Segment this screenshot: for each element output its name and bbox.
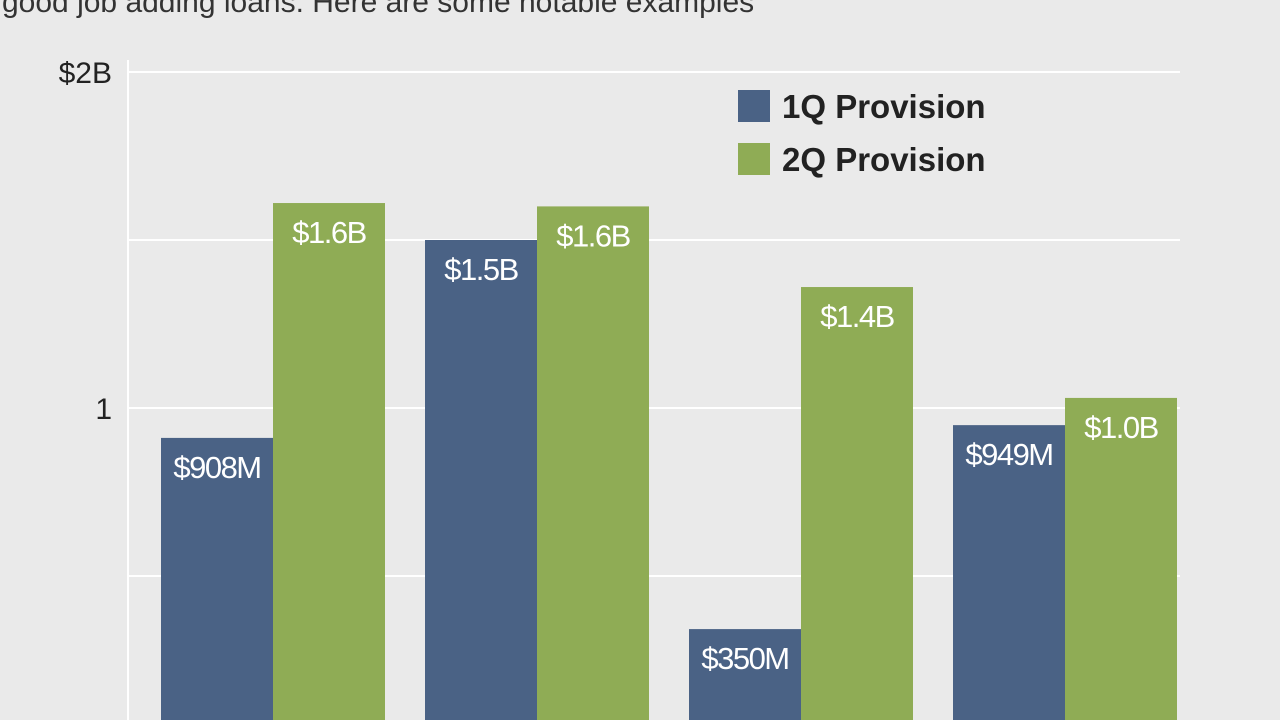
bar [161, 437, 273, 720]
chart-subtitle: good job adding loans. Here are some not… [2, 0, 754, 19]
bar [801, 287, 913, 720]
legend-label: 1Q Provision [782, 88, 986, 125]
value-label: $1.0B [1084, 410, 1158, 445]
legend-swatch [738, 143, 770, 175]
value-label: $1.6B [292, 215, 366, 250]
bar [537, 206, 649, 720]
legend-label: 2Q Provision [782, 141, 986, 178]
bar [425, 240, 537, 720]
value-label: $1.5B [444, 252, 518, 287]
bar [273, 203, 385, 720]
value-label: $908M [173, 450, 260, 485]
value-label: $1.6B [556, 218, 630, 253]
bar [689, 629, 801, 720]
bar [1065, 397, 1177, 720]
value-label: $1.4B [820, 299, 894, 334]
value-label: $350M [701, 641, 788, 676]
legend-swatch [738, 90, 770, 122]
bar [953, 425, 1065, 720]
value-label: $949M [965, 437, 1052, 472]
y-tick-label: $2B [59, 57, 112, 90]
y-tick-label: 1 [95, 393, 112, 426]
